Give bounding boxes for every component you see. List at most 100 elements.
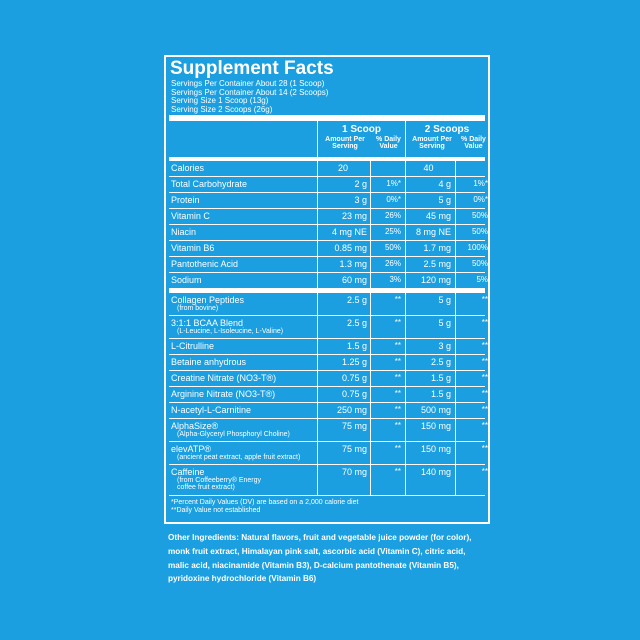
nutrient-note: (from Coffeeberry® Energy coffee fruit e… [177,477,262,491]
amount-2-scoops: 150 mg [420,421,451,431]
amount-1-scoop: 0.75 g [341,373,367,383]
servings-line: Servings Per Container About 28 (1 Scoop… [171,79,325,88]
dv-1-scoop: 25% [384,227,401,236]
ingredients-section: Collagen Peptides (from bovine) 2.5 g ** 5 g… [169,293,488,496]
serving-size-line: Serving Size 2 Scoops (26g) [171,104,273,114]
row-name: 3:1:1 BCAA Blend (L-Leucine, L-Isoleucine… [171,318,283,335]
row-name: Creatine Nitrate (NO3-T®) [171,373,276,383]
table-row: Protein 3 g 0%* 5 g 0%* [169,193,488,209]
divider-bar [169,115,485,121]
amount-2-scoops: 150 mg [420,444,451,454]
dv-1-scoop: ** [394,341,401,350]
nutrient-name: Niacin [171,227,197,237]
table-row: Calories 20 40 [169,161,485,177]
nutrients-section: Calories 20 40 Total Carbohydrate 2 g 1%* 4 g 1… [169,161,488,289]
table-row: Betaine anhydrous 1.25 g ** 2.5 g ** [169,355,488,371]
nutrient-name: N-acetyl-L-Carnitine [171,405,252,415]
table-row: Creatine Nitrate (NO3-T®) 0.75 g ** 1.5 g ** [169,371,488,387]
divider-bar [169,157,485,161]
amount-1-scoop: 23 mg [341,211,367,221]
footnote-dv: *Percent Daily Values (DV) are based on … [171,499,359,506]
nutrient-name: Calories [171,163,205,173]
dv-1-scoop: ** [394,373,401,382]
dv-2-scoops: ** [481,389,488,398]
nutrient-name: Caffeine [171,467,205,477]
nutrient-note: (ancient peat extract, apple fruit extra… [177,454,301,461]
row-name: Vitamin C [171,211,210,221]
supplement-facts-panel: Supplement Facts Servings Per Container … [164,55,490,524]
amount-2-scoops: 3 g [438,341,451,351]
table-row: Total Carbohydrate 2 g 1%* 4 g 1%* [169,177,488,193]
footnote-not-established: **Daily Value not established [171,506,261,514]
table-row: Collagen Peptides (from bovine) 2.5 g ** 5 g… [169,293,488,316]
dv-1-scoop: 26% [384,211,401,220]
footnotes: *Percent Daily Values (DV) are based on … [171,499,485,514]
row-name: L-Citrulline [171,341,214,351]
other-ingredients: Other Ingredients: Natural flavors, frui… [168,533,472,584]
amount-1-scoop: 2.5 g [346,318,367,328]
nutrient-name: Creatine Nitrate (NO3-T®) [171,373,277,383]
table-row: N-acetyl-L-Carnitine 250 mg ** 500 mg ** [169,403,488,419]
dv-1-scoop: ** [394,421,401,430]
amount-2-scoops: 1.7 mg [423,243,451,253]
nutrient-note: (from bovine) [177,305,219,312]
row-name: Niacin [171,227,196,237]
amount-1-scoop: 75 mg [341,444,367,454]
row-name: N-acetyl-L-Carnitine [171,405,251,415]
dv-2-scoops: ** [481,467,488,476]
dv-2-scoops: 0%* [473,195,488,204]
table-row: Arginine Nitrate (NO3-T®) 0.75 g ** 1.5 g ** [169,387,488,403]
nutrient-name: Betaine anhydrous [171,357,247,367]
amount-1-scoop: 1.25 g [341,357,367,367]
amount-2-scoops: 500 mg [420,405,451,415]
dv-1-scoop: 0%* [386,195,401,204]
amount-2-scoops: 2.5 mg [423,259,451,269]
nutrient-name: Total Carbohydrate [171,179,248,189]
amount-1-scoop: 75 mg [341,421,367,431]
row-name: Vitamin B6 [171,243,214,253]
amount-2-scoops: 8 mg NE [415,227,451,237]
row-name: Betaine anhydrous [171,357,246,367]
dv-2-scoops: ** [481,373,488,382]
row-name: Calories [171,163,204,173]
amount-2-scoops: 2.5 g [430,357,451,367]
col-2-scoops: 2 Scoops [424,124,470,135]
dv-1-scoop: 3% [389,275,401,284]
table-row: AlphaSize® (Alpha-Glyceryl Phosphoryl Cho… [169,419,488,442]
amount-2-scoops: 5 g [438,318,451,328]
servings-line: Servings Per Container About 14 (2 Scoop… [171,87,329,97]
dv-2-scoops: ** [481,421,488,430]
row-name: Caffeine (from Coffeeberry® Energy coffee… [171,467,261,491]
amount-2-scoops: 45 mg [425,211,451,221]
divider-bar [169,289,485,293]
dv-1-scoop: 1%* [386,179,401,188]
amount-1-scoop: 4 mg NE [331,227,367,237]
amount-2-scoops: 140 mg [420,467,451,477]
amount-2-scoops: 5 g [438,195,451,205]
amount-1-scoop: 1.5 g [346,341,367,351]
row-name: Pantothenic Acid [171,259,238,269]
amount-1-scoop: 1.3 mg [339,259,367,269]
dv-2-scoops: 50% [471,211,488,220]
dv-2-scoops: ** [481,405,488,414]
dv-2-scoops: 1%* [473,179,488,188]
amount-per-serving-label: Amount Per Serving [412,136,452,150]
panel-title: Supplement Facts [170,58,334,79]
row-name: Total Carbohydrate [171,179,247,189]
amount-2-scoops: 5 g [438,295,451,305]
nutrient-name: L-Citrulline [171,341,215,351]
table-row: L-Citrulline 1.5 g ** 3 g ** [169,339,488,355]
amount-per-serving-label: Amount Per Serving [325,136,365,150]
amount-1-scoop: 2 g [354,179,367,189]
amount-1-scoop: 70 mg [341,467,367,477]
dv-1-scoop: ** [394,389,401,398]
dv-2-scoops: ** [481,318,488,327]
amount-2-scoops: 1.5 g [430,389,451,399]
table-row: elevATP® (ancient peat extract, apple fru… [169,442,488,465]
amount-1-scoop: 0.85 mg [334,243,367,253]
dv-1-scoop: 50% [384,243,401,252]
table-row: Vitamin B6 0.85 mg 50% 1.7 mg 100% [169,241,488,257]
amount-1-scoop: 250 mg [336,405,367,415]
nutrient-note: (L-Leucine, L-Isoleucine, L-Valine) [177,328,284,335]
amount-1-scoop: 3 g [354,195,367,205]
